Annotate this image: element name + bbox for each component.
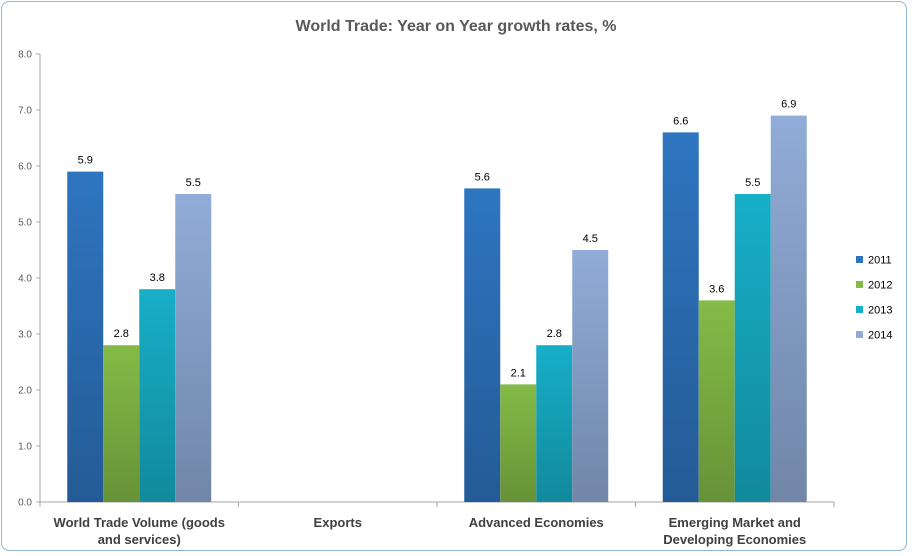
bar-2013 <box>139 289 176 502</box>
legend-label-2012: 2012 <box>868 280 892 292</box>
bar-2013 <box>536 345 573 502</box>
y-tick-label: 8.0 <box>18 50 32 61</box>
data-label: 2.8 <box>547 328 562 340</box>
data-label: 2.8 <box>114 328 129 340</box>
data-label: 5.5 <box>745 177 760 189</box>
data-label: 5.5 <box>186 177 201 189</box>
category-label: Exports <box>314 515 362 530</box>
legend-swatch-2014 <box>856 331 863 338</box>
category-label: Emerging Market and <box>669 515 801 530</box>
y-tick-label: 7.0 <box>18 106 32 117</box>
bar-2011 <box>464 188 501 502</box>
legend-label-2013: 2013 <box>868 305 892 317</box>
chart-title: World Trade: Year on Year growth rates, … <box>295 18 617 35</box>
legend-label-2011: 2011 <box>868 255 892 267</box>
bar-2011 <box>67 171 104 502</box>
bar-2014 <box>572 250 609 502</box>
y-tick-label: 5.0 <box>18 218 32 229</box>
y-tick-label: 2.0 <box>18 386 32 397</box>
data-label: 6.6 <box>673 115 688 127</box>
data-label: 4.5 <box>583 233 598 245</box>
data-label: 6.9 <box>781 99 796 111</box>
y-tick-label: 4.0 <box>18 274 32 285</box>
bar-2012 <box>500 384 537 502</box>
y-tick-label: 3.0 <box>18 330 32 341</box>
legend-label-2014: 2014 <box>868 330 892 342</box>
bar-2013 <box>734 194 771 502</box>
bar-2011 <box>662 132 699 502</box>
bars <box>67 115 807 502</box>
legend-swatch-2013 <box>856 306 863 313</box>
data-label: 5.9 <box>78 155 93 167</box>
legend: 2011 2012 2013 2014 <box>856 255 892 342</box>
y-tick-label: 0.0 <box>18 498 32 509</box>
y-tick-label: 1.0 <box>18 442 32 453</box>
data-label: 2.1 <box>511 367 526 379</box>
y-tick-label: 6.0 <box>18 162 32 173</box>
legend-swatch-2012 <box>856 281 863 288</box>
data-label: 5.6 <box>475 171 490 183</box>
bar-2012 <box>698 300 735 502</box>
legend-swatch-2011 <box>856 256 863 263</box>
data-label: 3.6 <box>709 283 724 295</box>
bar-2014 <box>175 194 212 502</box>
bar-2012 <box>103 345 140 502</box>
data-label: 3.8 <box>150 272 165 284</box>
labels: 5.9 2.8 3.8 5.5 World Trade Volume (goods and… <box>54 99 807 547</box>
bar-2014 <box>770 115 807 502</box>
category-label: World Trade Volume (goods <box>54 515 225 530</box>
category-label: and services) <box>98 532 181 547</box>
category-label: Developing Economies <box>663 532 806 547</box>
category-label: Advanced Economies <box>469 515 604 530</box>
